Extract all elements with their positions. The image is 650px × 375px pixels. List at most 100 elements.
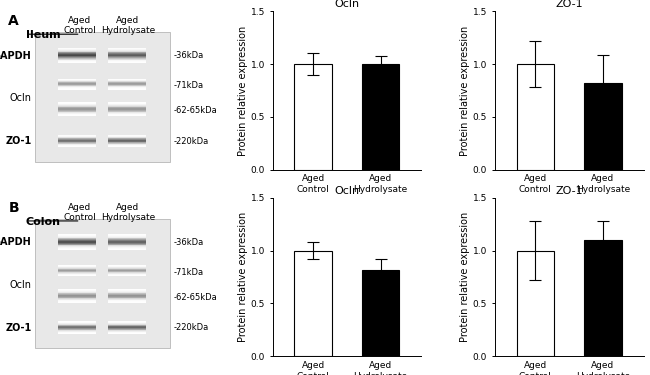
FancyBboxPatch shape (107, 274, 146, 275)
FancyBboxPatch shape (107, 243, 146, 244)
FancyBboxPatch shape (107, 331, 146, 332)
FancyBboxPatch shape (107, 272, 146, 273)
FancyBboxPatch shape (57, 87, 96, 88)
FancyBboxPatch shape (107, 85, 146, 86)
FancyBboxPatch shape (107, 60, 146, 61)
Text: -220kDa: -220kDa (174, 323, 209, 332)
FancyBboxPatch shape (57, 79, 96, 80)
FancyBboxPatch shape (57, 138, 96, 139)
FancyBboxPatch shape (57, 300, 96, 301)
FancyBboxPatch shape (57, 57, 96, 58)
FancyBboxPatch shape (57, 114, 96, 115)
FancyBboxPatch shape (57, 299, 96, 300)
FancyBboxPatch shape (107, 242, 146, 243)
FancyBboxPatch shape (107, 113, 146, 114)
Y-axis label: Protein relative expression: Protein relative expression (460, 25, 470, 156)
FancyBboxPatch shape (57, 274, 96, 275)
FancyBboxPatch shape (57, 273, 96, 274)
Y-axis label: Protein relative expression: Protein relative expression (460, 212, 470, 342)
FancyBboxPatch shape (107, 112, 146, 113)
FancyBboxPatch shape (57, 135, 96, 136)
FancyBboxPatch shape (107, 87, 146, 88)
FancyBboxPatch shape (57, 322, 96, 323)
FancyBboxPatch shape (57, 136, 96, 137)
FancyBboxPatch shape (107, 300, 146, 301)
FancyBboxPatch shape (107, 271, 146, 272)
FancyBboxPatch shape (57, 330, 96, 331)
Text: Ocln: Ocln (10, 93, 31, 103)
FancyBboxPatch shape (107, 83, 146, 84)
FancyBboxPatch shape (107, 55, 146, 56)
FancyBboxPatch shape (57, 239, 96, 240)
Y-axis label: Protein relative expression: Protein relative expression (238, 25, 248, 156)
FancyBboxPatch shape (57, 61, 96, 62)
FancyBboxPatch shape (107, 297, 146, 298)
Text: -36kDa: -36kDa (174, 238, 204, 247)
FancyBboxPatch shape (107, 333, 146, 334)
FancyBboxPatch shape (107, 143, 146, 144)
Bar (584, 83, 621, 170)
FancyBboxPatch shape (57, 333, 96, 334)
FancyBboxPatch shape (57, 297, 96, 298)
FancyBboxPatch shape (107, 88, 146, 89)
FancyBboxPatch shape (57, 332, 96, 333)
FancyBboxPatch shape (57, 248, 96, 249)
Title: Ocln: Ocln (334, 0, 359, 9)
FancyBboxPatch shape (57, 115, 96, 116)
FancyBboxPatch shape (107, 247, 146, 248)
FancyBboxPatch shape (107, 289, 146, 290)
FancyBboxPatch shape (57, 139, 96, 140)
FancyBboxPatch shape (107, 54, 146, 55)
FancyBboxPatch shape (57, 289, 96, 290)
FancyBboxPatch shape (107, 106, 146, 107)
Text: -71kDa: -71kDa (174, 81, 204, 90)
FancyBboxPatch shape (57, 58, 96, 59)
FancyBboxPatch shape (107, 141, 146, 142)
FancyBboxPatch shape (57, 86, 96, 87)
FancyBboxPatch shape (57, 328, 96, 329)
FancyBboxPatch shape (57, 296, 96, 297)
FancyBboxPatch shape (57, 83, 96, 84)
FancyBboxPatch shape (57, 270, 96, 271)
FancyBboxPatch shape (57, 244, 96, 246)
FancyBboxPatch shape (107, 301, 146, 302)
FancyBboxPatch shape (107, 50, 146, 51)
FancyBboxPatch shape (57, 294, 96, 295)
FancyBboxPatch shape (57, 102, 96, 103)
FancyBboxPatch shape (107, 111, 146, 112)
FancyBboxPatch shape (57, 269, 96, 270)
FancyBboxPatch shape (107, 270, 146, 271)
FancyBboxPatch shape (107, 330, 146, 331)
FancyBboxPatch shape (107, 235, 146, 236)
FancyBboxPatch shape (107, 332, 146, 333)
FancyBboxPatch shape (107, 57, 146, 58)
Text: Aged
Hydrolysate: Aged Hydrolysate (101, 203, 155, 222)
FancyBboxPatch shape (107, 80, 146, 81)
FancyBboxPatch shape (57, 267, 96, 268)
FancyBboxPatch shape (107, 326, 146, 327)
FancyBboxPatch shape (57, 321, 96, 322)
FancyBboxPatch shape (57, 143, 96, 144)
Text: -71kDa: -71kDa (174, 268, 204, 277)
Bar (362, 64, 399, 170)
FancyBboxPatch shape (57, 240, 96, 241)
FancyBboxPatch shape (107, 244, 146, 246)
FancyBboxPatch shape (107, 144, 146, 145)
FancyBboxPatch shape (107, 104, 146, 105)
FancyBboxPatch shape (107, 295, 146, 296)
FancyBboxPatch shape (57, 51, 96, 52)
FancyBboxPatch shape (107, 267, 146, 268)
FancyBboxPatch shape (57, 275, 96, 276)
FancyBboxPatch shape (107, 268, 146, 269)
FancyBboxPatch shape (107, 325, 146, 326)
Text: -62-65kDa: -62-65kDa (174, 293, 218, 302)
FancyBboxPatch shape (107, 146, 146, 147)
FancyBboxPatch shape (57, 325, 96, 326)
FancyBboxPatch shape (107, 78, 146, 79)
FancyBboxPatch shape (107, 108, 146, 109)
FancyBboxPatch shape (57, 110, 96, 111)
FancyBboxPatch shape (107, 248, 146, 249)
FancyBboxPatch shape (57, 89, 96, 90)
FancyBboxPatch shape (57, 145, 96, 146)
FancyBboxPatch shape (107, 49, 146, 50)
